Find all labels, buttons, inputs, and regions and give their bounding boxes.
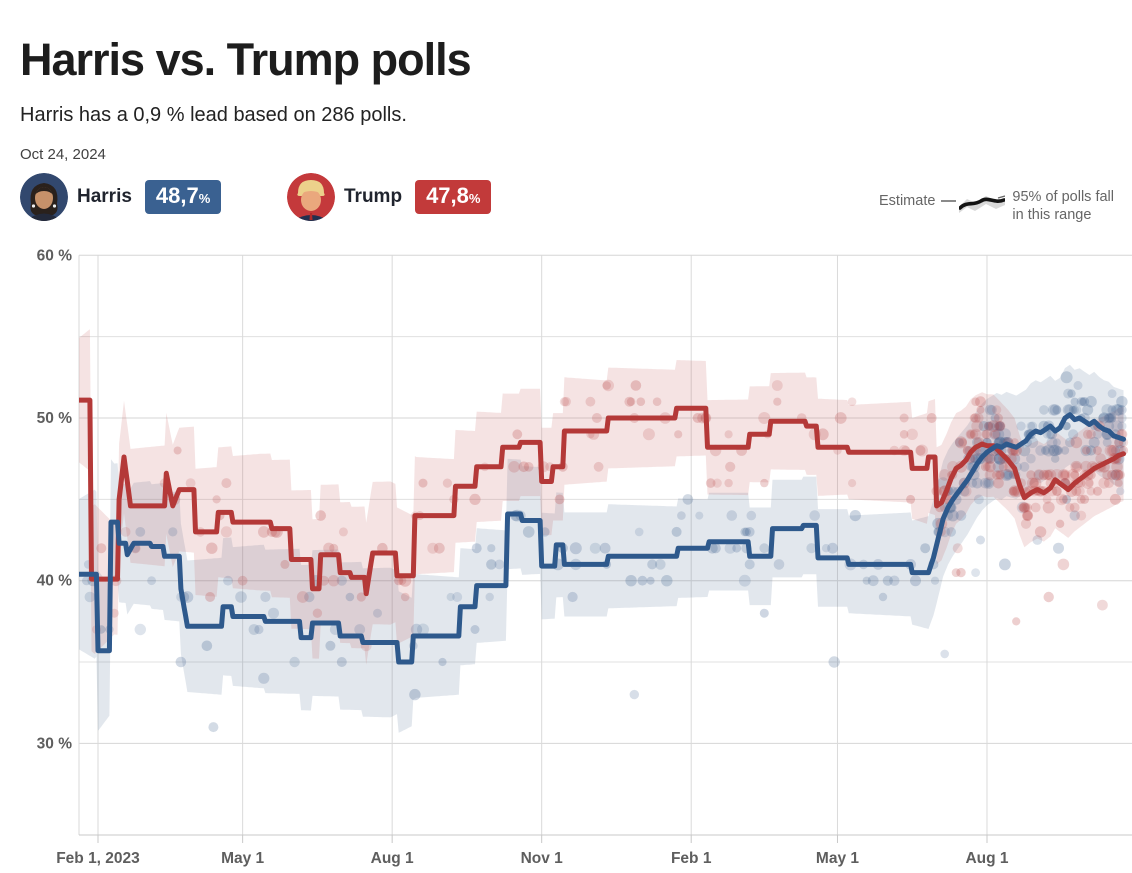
trump-name-label: Trump (344, 186, 403, 207)
harris-value-badge: 48,7% (144, 179, 222, 215)
y-axis-label: 30 % (37, 735, 73, 752)
trump-value-badge: 47,8% (415, 179, 492, 215)
estimate-label: Estimate (879, 193, 936, 209)
confidence-bands (79, 329, 1124, 733)
x-axis-label: Aug 1 (371, 850, 414, 867)
y-axis-label: 40 % (37, 573, 73, 590)
harris-name-label: Harris (77, 186, 132, 207)
estimate-band-icon (959, 195, 1006, 213)
chart-axes: 60 % 50 % 40 % 30 % Feb 1, 2023 May 1 Aug 1 Nov… (37, 247, 1132, 867)
y-axis-label: 60 % (37, 247, 73, 264)
harris-trend-line (79, 412, 1126, 665)
trend-lines (79, 397, 1126, 665)
harris-band (79, 364, 1124, 733)
x-axis-label: Feb 1 (671, 850, 712, 867)
page-title: Harris vs. Trump polls (20, 34, 472, 86)
date-label: Oct 24, 2024 (20, 146, 106, 163)
estimate-legend: Estimate 95% of polls fall in this range (879, 188, 1114, 224)
chart-plot-area[interactable] (79, 255, 1132, 835)
harris-avatar-image (20, 173, 68, 221)
legend-trump: Trump 47,8% (287, 171, 492, 223)
trump-trend-line (79, 397, 1126, 597)
trump-avatar-image (287, 173, 335, 221)
page-subtitle: Harris has a 0,9 % lead based on 286 pol… (20, 104, 407, 126)
legend-harris: Harris 48,7% (20, 171, 222, 223)
trump-band (79, 329, 1124, 665)
poll-chart[interactable]: 60 % 50 % 40 % 30 % Feb 1, 2023 May 1 Aug 1 Nov… (0, 240, 1132, 873)
x-axis-label: Aug 1 (965, 850, 1008, 867)
estimate-band-text: 95% of polls fall in this range (1012, 189, 1114, 224)
y-axis-label: 50 % (37, 410, 73, 427)
x-axis-label: Nov 1 (521, 850, 564, 867)
x-axis-label: May 1 (816, 850, 859, 867)
trump-avatar (287, 173, 335, 221)
x-axis-label: May 1 (221, 850, 264, 867)
x-axis-label: Feb 1, 2023 (56, 850, 140, 867)
estimate-dash-line (941, 200, 957, 202)
harris-avatar (20, 173, 68, 221)
